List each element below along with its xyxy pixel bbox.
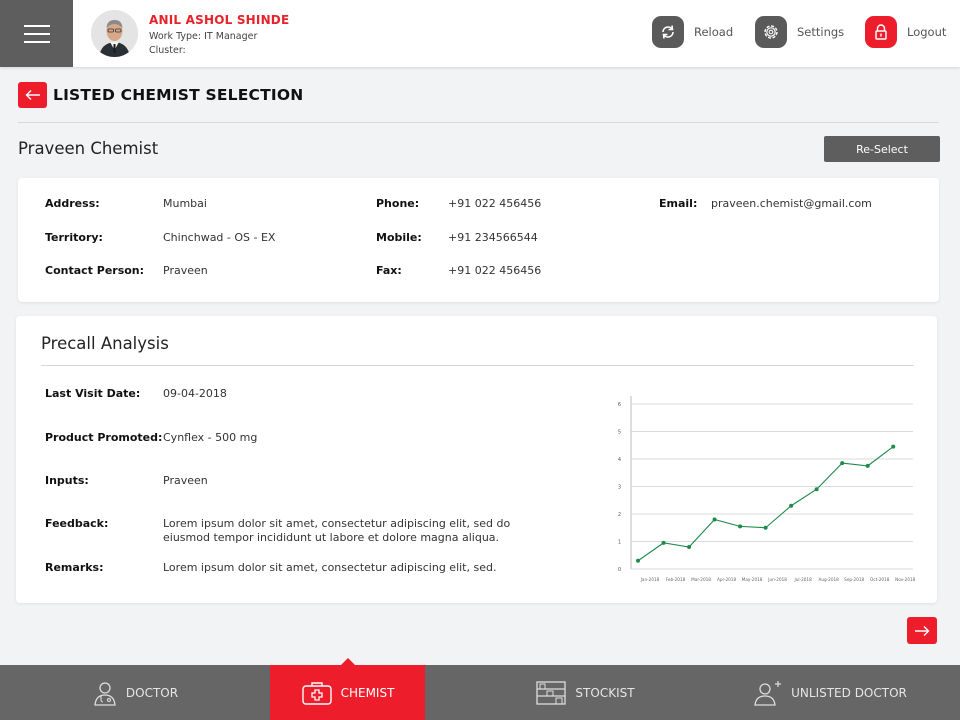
nav-stockist[interactable]: STOCKIST [425,665,745,720]
nav-doctor[interactable]: DOCTOR [0,665,270,720]
inputs-label: Inputs: [45,474,89,487]
territory-value: Chinchwad - OS - EX [163,231,276,244]
chemist-details-card: Address: Mumbai Territory: Chinchwad - O… [18,178,939,302]
gear-icon [755,16,787,48]
chart-x-tick-label: Aug-2018 [818,577,839,582]
chart-y-tick-label: 5 [618,430,621,436]
title-divider [18,122,939,123]
menu-button[interactable] [0,0,73,67]
chart-x-tick-label: Oct-2018 [870,577,890,582]
chart-data-point [661,540,666,545]
product-promoted-label: Product Promoted: [45,431,163,444]
nav-unlisted-doctor[interactable]: UNLISTED DOCTOR [700,665,960,720]
chart-y-tick-label: 3 [618,485,621,491]
chart-data-point [636,558,640,563]
precall-divider [41,365,914,366]
feedback-label: Feedback: [45,517,109,530]
contact-person-value: Praveen [163,264,208,277]
nav-chemist-label: CHEMIST [340,685,395,700]
chart-x-tick-label: Apr-2018 [717,577,736,582]
reload-label: Reload [694,25,734,39]
chart-y-tick-label: 4 [618,457,621,463]
chart-data-point [712,517,717,522]
remarks-label: Remarks: [45,561,104,574]
logout-button[interactable]: Logout [865,15,946,49]
email-value[interactable]: praveen.chemist@gmail.com [711,197,872,210]
doctor-icon [94,681,116,706]
chart-y-tick-label: 0 [618,567,621,573]
medical-kit-icon [301,681,332,705]
logout-label: Logout [907,25,947,39]
reselect-button[interactable]: Re-Select [824,136,940,162]
address-label: Address: [45,197,100,210]
mobile-value: +91 234566544 [448,231,538,244]
chart-x-tick-label: Nov-2018 [895,577,916,582]
reload-button[interactable]: Reload [652,15,733,49]
nav-chemist[interactable]: CHEMIST [270,665,425,720]
back-button[interactable] [18,82,47,108]
nav-unlisted-doctor-label: UNLISTED DOCTOR [791,685,907,700]
contact-person-label: Contact Person: [45,264,145,277]
chart-data-point [789,503,794,508]
product-promoted-value: Cynflex - 500 mg [163,431,258,444]
bottom-navigation: DOCTOR CHEMIST STOCKIST UNLISTED DOCTOR [0,665,960,720]
user-work-type: Work Type: IT Manager [149,31,258,42]
chart-y-tick-label: 1 [618,540,621,546]
chart-data-point [814,487,819,492]
last-visit-label: Last Visit Date: [45,387,141,400]
chart-x-tick-label: Jan-2018 [640,577,660,582]
page-title: LISTED CHEMIST SELECTION [53,86,304,104]
fax-label: Fax: [376,264,402,277]
settings-label: Settings [797,25,845,39]
app-header: ANIL ASHOL SHINDE Work Type: IT Manager … [0,0,960,67]
chart-data-point [738,524,743,529]
chemist-name: Praveen Chemist [18,139,159,158]
precall-analysis-card: Precall Analysis Last Visit Date: 09-04-… [16,316,937,603]
chart-y-tick-label: 2 [618,512,621,518]
add-doctor-icon [754,680,782,706]
email-label: Email: [659,197,698,210]
precall-title: Precall Analysis [41,334,169,353]
fax-value: +91 022 456456 [448,264,542,277]
chart-y-tick-label: 6 [618,402,621,408]
chart-data-point [687,545,692,549]
arrow-left-icon [25,90,40,100]
chart-x-tick-label: Mar-2018 [691,577,711,582]
arrow-right-icon [915,625,930,636]
nav-doctor-label: DOCTOR [125,685,179,700]
feedback-value: Lorem ipsum dolor sit amet, consectetur … [163,517,511,544]
chart-series-line [637,446,894,562]
next-button[interactable] [907,617,937,644]
visit-trend-chart: 0 1 2 3 4 5 6 Jan-2018 Feb-2018 Mar-2018 Apr-2018 M… [618,396,916,582]
chart-data-point [865,463,870,468]
avatar [91,10,138,57]
settings-button[interactable]: Settings [755,15,844,49]
chart-x-tick-label: Jun-2018 [767,577,787,582]
chart-data-point [840,461,845,466]
remarks-value: Lorem ipsum dolor sit amet, consectetur … [163,561,497,574]
reload-icon [652,16,684,48]
phone-value: +91 022 456456 [448,197,542,210]
address-value: Mumbai [163,197,207,210]
chart-x-tick-label: Feb-2018 [666,577,686,582]
chart-x-tick-label: Jul-2018 [794,577,813,582]
active-tab-indicator [341,658,355,665]
territory-label: Territory: [45,231,103,244]
user-cluster: Cluster: [149,45,186,56]
chart-x-tick-label: May-2018 [742,577,763,582]
nav-stockist-label: STOCKIST [575,685,635,700]
chart-data-point [891,444,896,449]
lock-icon [865,16,897,48]
chart-x-tick-label: Sep-2018 [844,577,864,582]
last-visit-value: 09-04-2018 [163,387,227,400]
inputs-value: Praveen [163,474,208,487]
hamburger-icon [23,24,50,27]
phone-label: Phone: [376,197,420,210]
user-name: ANIL ASHOL SHINDE [149,13,290,27]
mobile-label: Mobile: [376,231,422,244]
shelf-icon [536,680,567,705]
chart-data-point [763,525,768,530]
